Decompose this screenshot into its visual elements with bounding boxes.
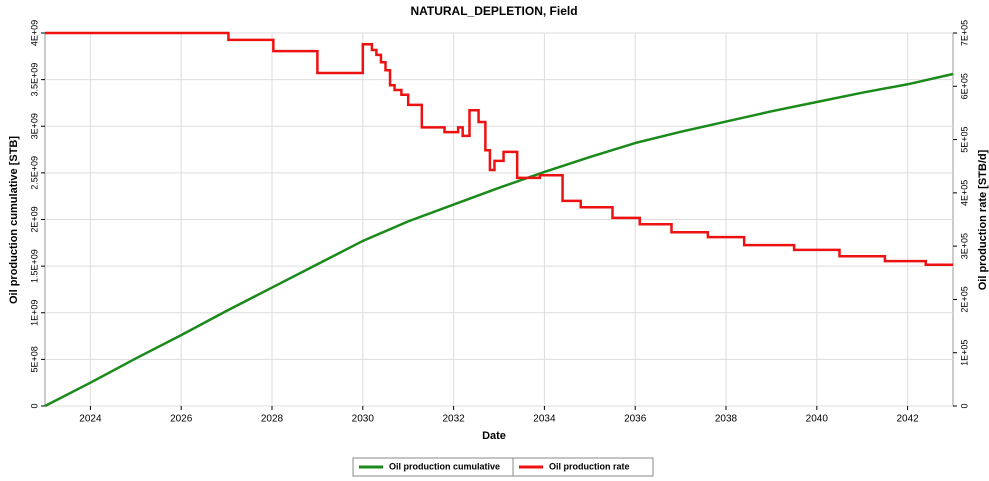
y-tick-label: 5E+08	[29, 346, 39, 372]
x-tick-label: 2028	[261, 414, 284, 425]
y-tick-label: 3E+09	[29, 113, 39, 139]
y2-tick-label: 3E+05	[959, 233, 969, 259]
x-tick-label: 2040	[806, 414, 829, 425]
legend-label: Oil production cumulative	[389, 461, 500, 471]
chart-title: NATURAL_DEPLETION, Field	[410, 4, 577, 18]
x-tick-label: 2026	[170, 414, 193, 425]
series-line	[44, 72, 954, 408]
x-axis-label: Date	[482, 430, 506, 442]
y-tick-label: 1.5E+09	[29, 249, 39, 283]
y2-tick-label: 7E+05	[959, 20, 969, 46]
y-tick-label: 1E+09	[29, 300, 39, 326]
y-tick-label: 4E+09	[29, 20, 39, 46]
y-tick-label: 2.5E+09	[29, 156, 39, 190]
x-tick-label: 2032	[442, 414, 465, 425]
y2-tick-label: 4E+05	[959, 180, 969, 206]
legend: Oil production cumulative Oil production …	[352, 457, 654, 477]
y2-tick-label: 5E+05	[959, 126, 969, 152]
y-tick-label: 0	[29, 403, 39, 408]
y2-tick-label: 0	[959, 403, 969, 408]
x-tick-label: 2036	[624, 414, 647, 425]
y2-axis-label: Oil production rate [STB/d]	[977, 149, 989, 290]
y2-tick-label: 2E+05	[959, 286, 969, 312]
y2-tick-label: 6E+05	[959, 73, 969, 99]
y2-tick-label: 1E+05	[959, 340, 969, 366]
legend-label: Oil production rate	[549, 461, 630, 471]
x-tick-label: 2034	[533, 414, 556, 425]
x-tick-label: 2042	[896, 414, 919, 425]
series-line	[45, 31, 953, 267]
y-axis-label: Oil production cumulative [STB]	[8, 136, 20, 304]
x-tick-label: 2024	[79, 414, 102, 425]
x-tick-label: 2030	[352, 414, 375, 425]
x-tick-label: 2038	[715, 414, 738, 425]
y-tick-label: 2E+09	[29, 206, 39, 232]
y-tick-label: 3.5E+09	[29, 63, 39, 97]
legend-box	[512, 457, 654, 477]
